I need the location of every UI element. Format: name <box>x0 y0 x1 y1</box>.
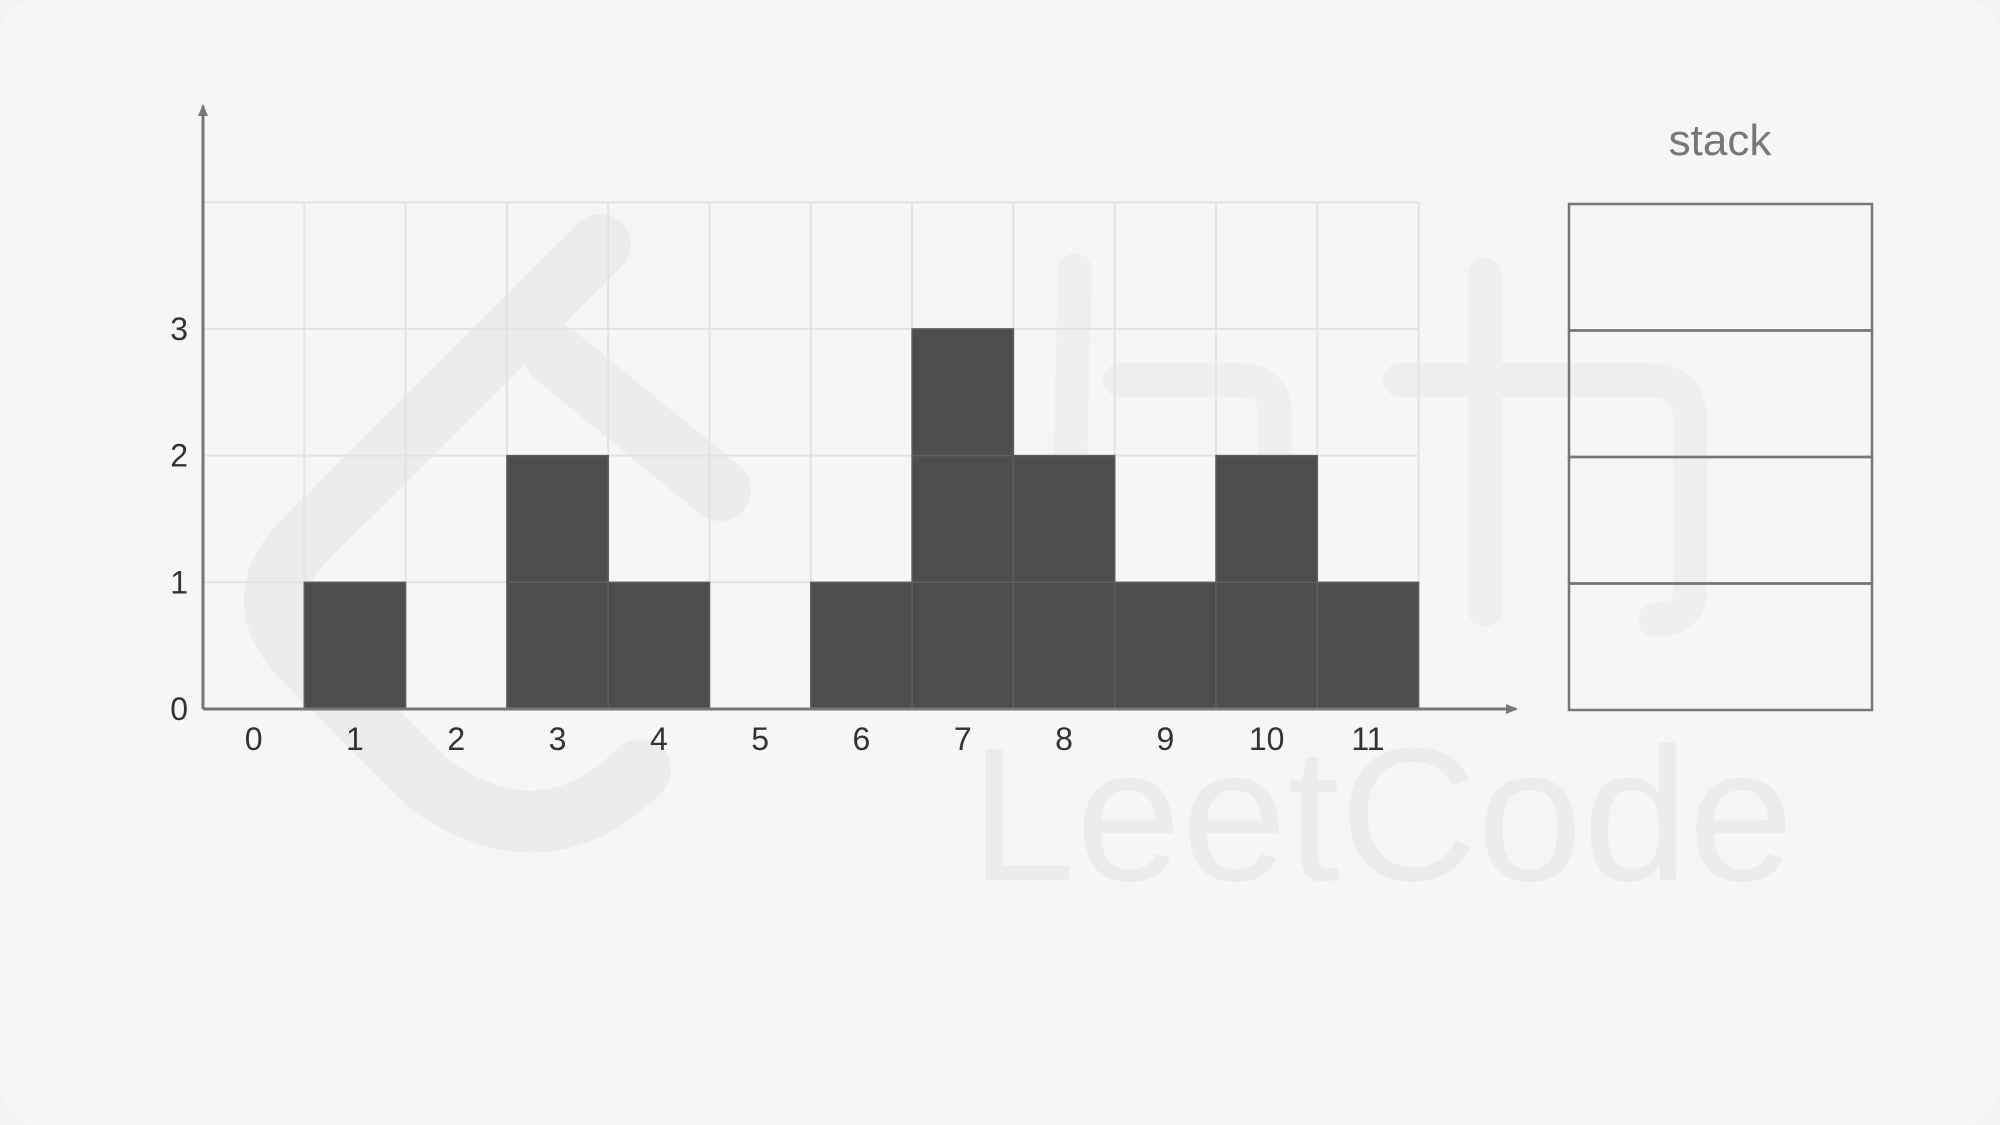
x-tick-label: 3 <box>549 721 567 757</box>
bar-cell-1 <box>303 581 407 710</box>
stack-slot <box>1567 202 1874 332</box>
bar-cell-7 <box>911 454 1015 584</box>
x-tick-label: 4 <box>650 721 668 757</box>
stack-slot <box>1567 455 1874 585</box>
x-tick-label: 0 <box>245 721 263 757</box>
tick-labels: 0 1 2 3 4 5 6 7 8 9 10 11 0 1 2 3 <box>170 311 1384 757</box>
bar-cell-11 <box>1316 581 1420 710</box>
x-tick-label: 11 <box>1351 721 1384 757</box>
bar-cell-8 <box>1012 454 1116 584</box>
bar-cell-10 <box>1215 581 1319 710</box>
x-tick-label: 5 <box>751 721 769 757</box>
bar-cell-3 <box>506 454 609 584</box>
watermark-text: LeetCode <box>970 709 1794 921</box>
bar-cell-4 <box>607 581 711 710</box>
bar-cell-8 <box>1012 581 1116 710</box>
bar-cell-7 <box>911 581 1015 710</box>
x-tick-label: 10 <box>1249 721 1285 757</box>
bar-cell-9 <box>1113 581 1217 710</box>
x-tick-label: 7 <box>954 721 972 757</box>
y-tick-label: 1 <box>170 564 188 600</box>
stack-slot <box>1567 582 1874 712</box>
y-tick-label: 2 <box>170 438 188 474</box>
bar-cell-3 <box>506 581 609 710</box>
x-tick-label: 8 <box>1055 721 1073 757</box>
x-tick-label: 6 <box>853 721 871 757</box>
bar-series <box>303 328 1420 710</box>
y-tick-label: 3 <box>170 311 188 347</box>
x-tick-label: 1 <box>346 721 364 757</box>
leetcode-logo-icon <box>244 214 1707 853</box>
x-tick-label: 2 <box>447 721 465 757</box>
x-tick-label: 9 <box>1156 721 1174 757</box>
stack-panel: stack <box>1567 116 1874 712</box>
bar-cell-6 <box>810 581 913 710</box>
stack-title: stack <box>1669 116 1773 165</box>
chart-axes <box>198 104 1518 714</box>
bar-cell-10 <box>1215 454 1319 584</box>
y-tick-label: 0 <box>170 691 188 727</box>
bar-cell-7 <box>911 328 1015 457</box>
